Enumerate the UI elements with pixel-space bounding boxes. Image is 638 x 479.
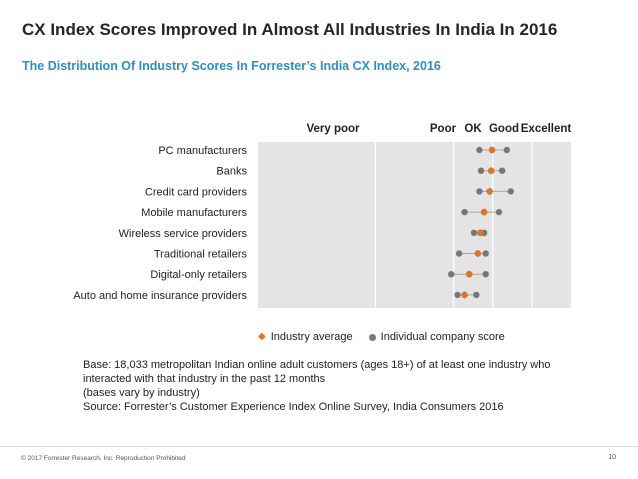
industry-average-marker: [465, 270, 474, 278]
chart-legend: ◆ Industry average Individual company sc…: [258, 331, 515, 343]
band-label: Poor: [430, 123, 457, 135]
company-score-dot: [476, 146, 483, 154]
chart-row: Auto and home insurance providers: [73, 290, 480, 302]
chart-row: PC manufacturers: [158, 145, 511, 157]
chart-row: Digital-only retailers: [150, 269, 489, 281]
company-score-dot: [507, 188, 514, 195]
note-line: interacted with that industry in the pas…: [83, 373, 326, 385]
industry-average-marker: [485, 187, 494, 196]
category-label: Wireless service providers: [119, 228, 248, 240]
chart-row: Wireless service providers: [119, 228, 488, 240]
company-score-dot: [480, 229, 488, 236]
legend-label: Individual company score: [380, 331, 505, 343]
company-score-dot: [454, 291, 461, 299]
chart-row: Credit card providers: [145, 186, 514, 198]
chart-row: Banks: [216, 166, 506, 178]
note-line: Base: 18,033 metropolitan Indian online …: [83, 359, 551, 371]
company-score-dot: [503, 146, 511, 154]
base-and-source-note: Base: 18,033 metropolitan Indian online …: [83, 358, 550, 414]
band-label: Very poor: [306, 123, 360, 135]
company-score-dot: [476, 188, 483, 195]
company-score-dot: [461, 208, 468, 216]
category-label: Credit card providers: [145, 186, 248, 198]
dot-icon: [368, 333, 376, 341]
industry-average-marker: [460, 291, 469, 299]
note-line: (bases vary by industry): [83, 387, 200, 399]
industry-average-marker: [476, 229, 485, 237]
category-label: Traditional retailers: [154, 249, 248, 261]
band-label: Good: [489, 123, 519, 135]
company-score-dot: [455, 250, 463, 257]
company-score-dot: [473, 291, 480, 299]
footer-divider: [0, 446, 638, 447]
company-score-dot: [448, 271, 455, 278]
category-label: Auto and home insurance providers: [73, 290, 247, 302]
company-score-dot: [482, 271, 489, 278]
company-score-dot: [495, 208, 503, 216]
category-label: Mobile manufacturers: [141, 207, 247, 219]
dot-range-chart: Very poor Poor OK Good Excellent PC manufact…: [73, 123, 571, 308]
company-score-dot: [470, 229, 478, 236]
slide-title: CX Index Scores Improved In Almost All I…: [22, 20, 558, 39]
band-labels: Very poor Poor OK Good Excellent: [306, 123, 571, 135]
industry-average-marker: [474, 249, 482, 258]
plot-background: [258, 142, 571, 308]
chart-row: Traditional retailers: [154, 249, 489, 261]
category-label: Digital-only retailers: [150, 269, 247, 281]
copyright-notice: © 2017 Forrester Research, Inc. Reproduc…: [21, 455, 186, 462]
industry-average-marker: [487, 166, 495, 175]
diamond-icon: ◆: [258, 331, 266, 342]
category-label: Banks: [216, 166, 247, 178]
category-label: PC manufacturers: [158, 145, 247, 157]
chart-row: Mobile manufacturers: [141, 207, 503, 219]
band-label: OK: [464, 123, 482, 135]
company-score-dot: [482, 250, 489, 257]
company-score-dot: [498, 167, 506, 174]
page-number: 10: [608, 454, 616, 461]
chart-rows: PC manufacturers Banks Credit card provide…: [73, 145, 514, 302]
legend-label: Industry average: [270, 331, 353, 343]
chart-title: The Distribution Of Industry Scores In F…: [22, 59, 441, 73]
legend-company-score: Individual company score: [368, 331, 505, 343]
company-score-dot: [477, 167, 485, 174]
industry-average-marker: [480, 208, 488, 216]
note-line: Source: Forrester’s Customer Experience …: [83, 401, 504, 413]
legend-industry-average: ◆ Industry average: [258, 331, 353, 343]
industry-average-marker: [488, 146, 496, 154]
band-label: Excellent: [521, 123, 572, 135]
